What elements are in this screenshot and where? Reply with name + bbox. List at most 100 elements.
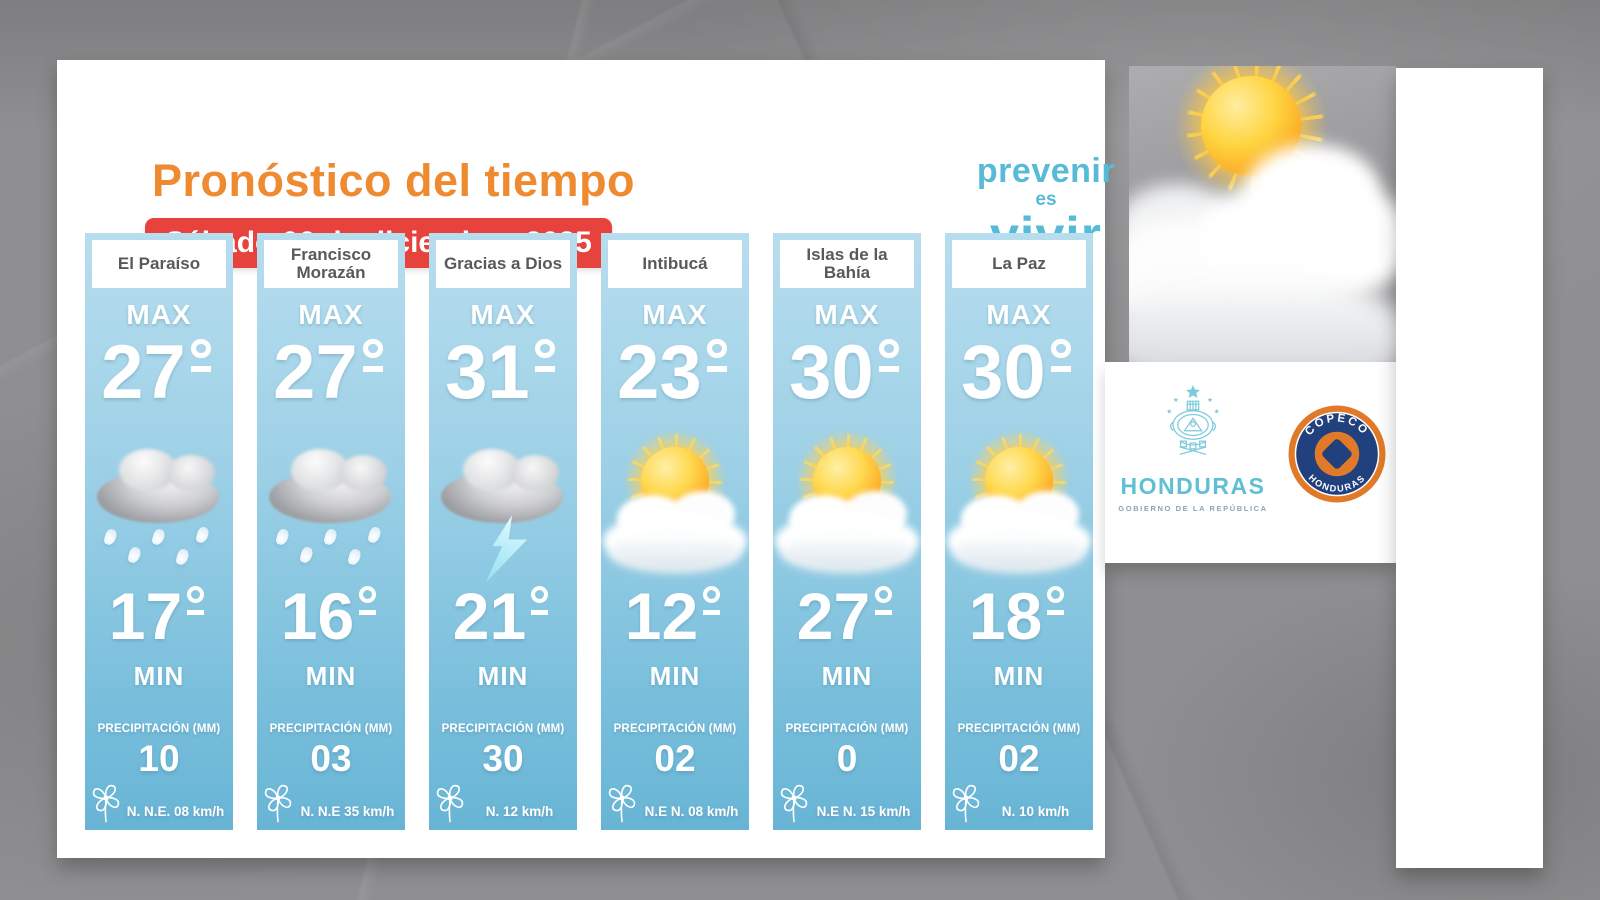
temperature-value: 16 — [280, 579, 355, 653]
region-name-box: El Paraíso — [92, 240, 226, 288]
pinwheel-icon — [436, 784, 464, 823]
max-temperature: 30 — [773, 330, 921, 415]
weather-icon — [945, 417, 1093, 585]
temperature-value: 31 — [445, 330, 530, 415]
degree-mark — [877, 338, 904, 386]
region-name-box: Francisco Morazán — [264, 240, 398, 288]
max-temperature: 31 — [429, 330, 577, 415]
region-name: El Paraíso — [117, 253, 201, 273]
wind-row: N.E N. 08 km/h — [605, 782, 744, 824]
region-name-box: Intibucá — [608, 240, 742, 288]
max-temperature: 27 — [85, 330, 233, 415]
max-label: MAX — [986, 299, 1052, 330]
wind-row: N. 12 km/h — [433, 782, 572, 824]
wind-text: N. 12 km/h — [485, 804, 554, 819]
weather-icon — [429, 435, 577, 585]
min-label: MIN — [649, 661, 701, 691]
min-temperature: 18 — [945, 579, 1093, 653]
weather-icon — [773, 417, 921, 585]
min-temperature: 27 — [773, 583, 921, 649]
degree-mark — [189, 338, 216, 386]
precipitation-label: PRECIPITACIÓN (MM) — [441, 723, 565, 735]
precipitation-label: PRECIPITACIÓN (MM) — [97, 723, 221, 735]
precipitation-value: 03 — [310, 738, 352, 779]
min-temperature: 21 — [429, 583, 577, 649]
logos-panel: HONDURAS GOBIERNO DE LA REPÚBLICA COPECO… — [1105, 362, 1396, 563]
weather-icon — [601, 417, 749, 585]
precipitation-value: 0 — [836, 738, 858, 779]
temperature-value: 12 — [624, 579, 699, 653]
region-name: Francisco Morazán — [290, 244, 372, 282]
temperature-value: 30 — [961, 330, 1046, 415]
wind-row: N.E N. 15 km/h — [777, 782, 916, 824]
page-title: Pronóstico del tiempo — [152, 155, 636, 206]
pinwheel-icon — [952, 784, 980, 823]
min-label: MIN — [133, 661, 185, 691]
wind-text: N. 10 km/h — [1001, 804, 1070, 819]
pinwheel-icon — [264, 784, 292, 823]
degree-mark — [1045, 586, 1069, 627]
degree-mark — [529, 586, 553, 627]
forecast-card: Francisco Morazán MAX 27 16 MIN PRECIPIT… — [257, 233, 405, 830]
max-temperature: 30 — [945, 330, 1093, 415]
precipitation-value: 30 — [482, 738, 524, 779]
degree-mark — [533, 338, 560, 386]
temperature-value: 27 — [101, 330, 186, 415]
wind-text: N. N.E. 08 km/h — [126, 804, 225, 819]
temperature-value: 18 — [968, 579, 1043, 653]
honduras-logo-subtitle: GOBIERNO DE LA REPÚBLICA — [1118, 504, 1268, 513]
precipitation-value: 02 — [998, 738, 1040, 779]
min-temperature: 17 — [85, 579, 233, 653]
weather-icon — [85, 435, 233, 585]
precipitation-label: PRECIPITACIÓN (MM) — [785, 723, 909, 735]
min-label: MIN — [821, 661, 873, 691]
region-name-box: Gracias a Dios — [436, 240, 570, 288]
max-label: MAX — [814, 299, 880, 330]
degree-mark — [705, 338, 732, 386]
degree-mark — [701, 586, 725, 627]
region-name-box: La Paz — [952, 240, 1086, 288]
max-label: MAX — [470, 299, 536, 330]
wind-row: N. 10 km/h — [949, 782, 1088, 824]
wind-row: N. N.E. 08 km/h — [89, 782, 228, 824]
honduras-coat-of-arms-icon — [1166, 385, 1220, 456]
min-temperature: 16 — [257, 579, 405, 653]
precipitation-label: PRECIPITACIÓN (MM) — [613, 723, 737, 735]
temperature-value: 30 — [789, 330, 874, 415]
temperature-value: 27 — [273, 330, 358, 415]
forecast-card: Islas de la Bahía MAX 30 27 MIN PRECIPIT… — [773, 233, 921, 830]
region-name: Intibucá — [642, 253, 708, 273]
degree-mark — [873, 586, 897, 627]
max-temperature: 23 — [601, 334, 749, 411]
wind-row: N. N.E 35 km/h — [261, 782, 400, 824]
honduras-logo-text: HONDURAS — [1120, 473, 1266, 499]
wind-text: N.E N. 08 km/h — [644, 804, 739, 819]
region-name-box: Islas de la Bahía — [780, 240, 914, 288]
region-name: La Paz — [992, 253, 1046, 273]
forecast-card: Intibucá MAX 23 12 MIN PRECIPITACIÓN (MM… — [601, 233, 749, 830]
campaign-word-prevenir: prevenir — [976, 152, 1116, 190]
wind-text: N. N.E 35 km/h — [300, 804, 395, 819]
temperature-value: 17 — [108, 579, 183, 653]
max-label: MAX — [642, 299, 708, 330]
cloud-icon — [1129, 271, 1396, 362]
min-label: MIN — [477, 661, 529, 691]
pinwheel-icon — [780, 784, 808, 823]
max-label: MAX — [126, 299, 192, 330]
campaign-word-es: es — [1035, 189, 1057, 210]
sun-cloud-image — [1129, 66, 1396, 362]
pinwheel-icon — [92, 784, 120, 823]
honduras-government-logo: HONDURAS GOBIERNO DE LA REPÚBLICA — [1117, 384, 1269, 513]
wind-text: N.E N. 15 km/h — [816, 804, 911, 819]
forecast-card: Gracias a Dios MAX 31 21 MIN PRECIPITACI… — [429, 233, 577, 830]
forecast-card: La Paz MAX 30 18 MIN PRECIPITACIÓN (MM) … — [945, 233, 1093, 830]
pinwheel-icon — [608, 784, 636, 823]
precipitation-label: PRECIPITACIÓN (MM) — [957, 723, 1081, 735]
right-strip — [1396, 68, 1543, 868]
region-name: Islas de la Bahía — [806, 244, 888, 282]
precipitation-value: 02 — [654, 738, 696, 779]
degree-mark — [361, 338, 388, 386]
weather-icon — [257, 435, 405, 585]
degree-mark — [357, 586, 381, 627]
